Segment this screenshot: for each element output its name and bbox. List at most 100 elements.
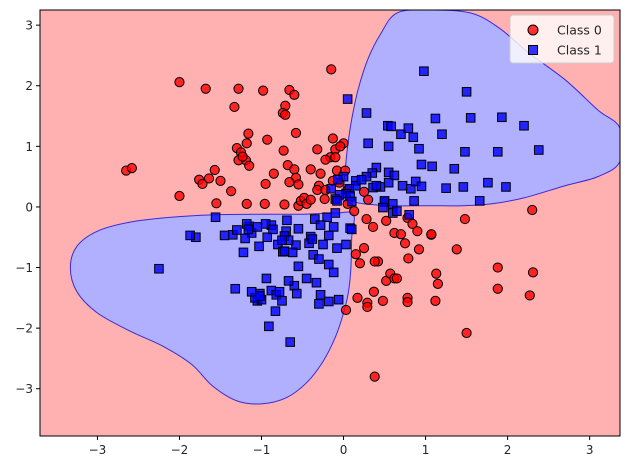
x-tick-label: −3 xyxy=(89,443,107,457)
class-0-point xyxy=(289,89,300,100)
class-0-point xyxy=(451,244,462,255)
class-1-point xyxy=(293,223,304,234)
class-0-point xyxy=(461,327,472,339)
class-0-point xyxy=(211,198,222,209)
class-1-point xyxy=(293,261,304,272)
x-tick-label: −2 xyxy=(171,443,189,457)
class-0-point xyxy=(350,249,361,260)
class-1-point xyxy=(409,196,419,206)
class-1-point xyxy=(285,337,296,347)
class-0-point xyxy=(335,141,346,152)
class-1-point xyxy=(252,222,263,232)
legend-label-class-0: Class 0 xyxy=(557,23,602,38)
legend-label-class-1: Class 1 xyxy=(557,43,602,58)
y-tick-label: 2 xyxy=(25,79,33,93)
x-tick-label: 0 xyxy=(340,443,348,457)
y-axis: −3 −2 −1 0 1 2 3 xyxy=(15,19,40,396)
y-tick-label: −1 xyxy=(15,261,33,275)
class-0-point xyxy=(492,283,503,294)
class-1-point xyxy=(301,273,312,284)
class-0-point xyxy=(402,296,413,308)
class-0-point xyxy=(432,278,443,290)
class-0-point xyxy=(381,215,392,226)
class-1-point xyxy=(404,210,414,220)
class-1-point xyxy=(232,225,242,235)
class-0-point xyxy=(327,133,338,144)
class-1-point xyxy=(277,235,287,246)
class-1-decision-regions xyxy=(69,10,620,405)
class-0-point xyxy=(340,304,352,316)
class-1-point xyxy=(460,146,470,157)
class-1-point xyxy=(483,177,493,188)
class-0-point xyxy=(244,160,255,171)
class-0-point xyxy=(200,83,211,94)
class-1-point xyxy=(246,286,257,297)
class-0-point xyxy=(174,190,185,202)
class-0-point xyxy=(352,292,363,303)
class-0-point xyxy=(215,175,226,186)
class-1-point xyxy=(283,276,294,286)
class-0-point xyxy=(315,168,326,179)
class-0-point xyxy=(229,101,240,113)
class-1-point xyxy=(378,202,388,213)
class-0-point xyxy=(527,267,539,278)
legend: Class 0 Class 1 xyxy=(509,14,615,64)
class-1-point xyxy=(270,306,281,316)
class-1-point xyxy=(341,239,351,250)
class-0-point xyxy=(279,199,290,210)
class-1-point xyxy=(408,132,419,143)
class-0-point xyxy=(358,243,370,254)
class-1-point xyxy=(332,243,342,253)
class-0-point xyxy=(262,134,273,145)
class-1-point xyxy=(185,230,195,241)
class-0-point xyxy=(268,168,279,179)
class-1-point xyxy=(392,206,402,216)
class-1-point xyxy=(322,212,332,223)
x-tick-label: 1 xyxy=(422,443,430,457)
class-0-point xyxy=(362,301,373,313)
class-1-point xyxy=(474,196,485,206)
class-1-region-0 xyxy=(342,10,620,207)
y-tick-label: 0 xyxy=(25,200,33,214)
class-1-point xyxy=(332,174,343,185)
y-tick-label: 3 xyxy=(25,19,33,33)
class-0-point xyxy=(403,253,414,264)
class-1-point xyxy=(323,259,334,270)
class-0-point xyxy=(174,77,185,88)
class-1-point xyxy=(383,141,394,152)
class-1-point xyxy=(326,183,337,194)
class-0-point xyxy=(258,85,269,96)
class-0-point xyxy=(369,371,380,382)
square-marker-icon xyxy=(528,45,538,55)
class-1-point xyxy=(356,174,367,185)
class-1-point xyxy=(328,267,339,278)
class-1-point xyxy=(414,143,424,154)
class-0-point xyxy=(241,138,252,149)
y-tick-label: −2 xyxy=(15,322,33,336)
class-1-point xyxy=(419,66,429,77)
class-0-point xyxy=(369,256,380,267)
circle-marker-icon xyxy=(527,24,539,36)
class-0-point xyxy=(293,179,304,190)
class-0-point xyxy=(259,198,270,210)
class-1-point xyxy=(386,121,396,132)
class-0-point xyxy=(280,109,291,120)
class-1-point xyxy=(219,230,230,241)
class-1-point xyxy=(330,208,341,218)
class-1-point xyxy=(268,224,278,235)
class-1-point xyxy=(461,87,472,97)
plot-frame xyxy=(39,9,621,437)
class-0-point xyxy=(459,213,471,225)
class-1-point xyxy=(323,296,334,307)
class-1-point xyxy=(406,183,416,194)
class-1-point xyxy=(315,290,326,300)
class-1-point xyxy=(371,180,382,191)
class-0-point xyxy=(377,295,389,306)
class-0-point xyxy=(278,145,289,156)
class-1-point xyxy=(361,108,372,118)
class-0-point xyxy=(237,151,248,162)
class-1-point xyxy=(291,288,302,299)
class-0-point xyxy=(524,290,535,301)
class-1-point xyxy=(314,299,324,309)
class-0-point xyxy=(399,238,411,249)
